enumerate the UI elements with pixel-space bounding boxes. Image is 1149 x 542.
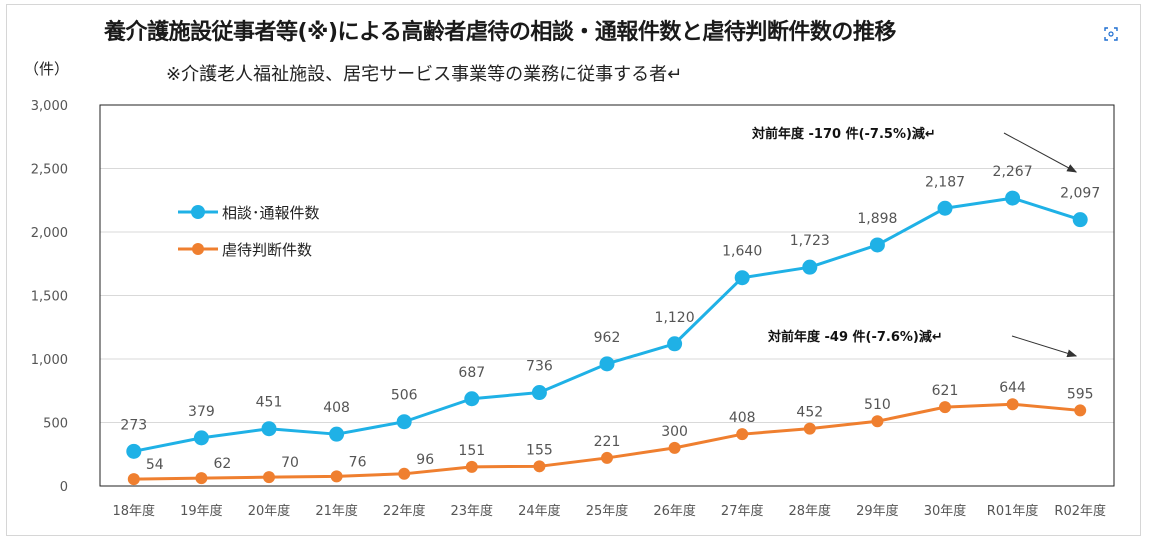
data-label-series2: 70 xyxy=(281,455,299,471)
expand-icon[interactable] xyxy=(1104,27,1118,41)
data-label-series1: 736 xyxy=(526,359,553,375)
data-label-series1: 962 xyxy=(594,330,621,346)
data-point-series1 xyxy=(599,356,615,372)
y-unit-label: （件） xyxy=(24,60,70,78)
data-label-series2: 644 xyxy=(999,380,1026,396)
data-point-series1 xyxy=(802,259,818,275)
data-point-series2 xyxy=(736,428,749,441)
x-tick-label: 25年度 xyxy=(586,503,629,519)
data-label-series2: 54 xyxy=(146,457,164,473)
data-label-series1: 2,267 xyxy=(993,164,1033,180)
data-label-series2: 300 xyxy=(661,424,688,440)
annotation-arrow xyxy=(1011,335,1078,358)
x-tick-label: 26年度 xyxy=(653,503,696,519)
data-point-series1 xyxy=(734,270,750,286)
data-label-series1: 687 xyxy=(458,365,485,381)
data-label-series2: 408 xyxy=(729,410,756,426)
data-label-series2: 452 xyxy=(796,405,823,421)
data-point-series1 xyxy=(1072,212,1088,228)
data-point-series2 xyxy=(195,472,208,485)
data-label-series1: 2,187 xyxy=(925,174,965,190)
legend-label-1: 相談･通報件数 xyxy=(222,204,320,222)
data-point-series1 xyxy=(193,430,209,446)
data-label-series2: 155 xyxy=(526,442,553,458)
data-point-series2 xyxy=(871,415,884,428)
data-label-series1: 1,120 xyxy=(655,310,695,326)
annotation-text: 対前年度 -49 件(-7.6%)減↵ xyxy=(767,329,943,345)
data-point-series1 xyxy=(1005,190,1021,206)
data-point-series2 xyxy=(939,401,951,414)
data-label-series2: 62 xyxy=(213,456,231,472)
data-label-series2: 595 xyxy=(1067,386,1094,402)
y-tick-label: 500 xyxy=(43,417,68,432)
x-tick-label: 28年度 xyxy=(789,503,832,519)
data-point-series1 xyxy=(396,414,412,430)
x-tick-label: 21年度 xyxy=(315,503,358,519)
annotation-arrow xyxy=(1003,132,1078,173)
data-label-series2: 151 xyxy=(458,443,485,459)
data-point-series2 xyxy=(1074,404,1087,417)
data-label-series1: 2,097 xyxy=(1060,186,1100,202)
data-point-series1 xyxy=(937,200,953,216)
data-label-series1: 1,640 xyxy=(722,244,762,260)
chart-subtitle: ※介護老人福祉施設、居宅サービス事業等の業務に従事する者↵ xyxy=(166,64,683,85)
chart-title: 養介護施設従事者等(※)による高齢者虐待の相談・通報件数と虐待判断件数の推移 xyxy=(104,20,896,45)
x-tick-label: 23年度 xyxy=(451,503,494,519)
y-tick-label: 2,500 xyxy=(31,163,68,178)
y-tick-label: 3,000 xyxy=(31,99,68,114)
x-tick-label: 20年度 xyxy=(248,503,291,519)
data-point-series2 xyxy=(803,422,816,435)
annotation-text: 対前年度 -170 件(-7.5%)減↵ xyxy=(751,126,936,142)
data-point-series2 xyxy=(601,451,613,464)
data-point-series2 xyxy=(263,471,275,484)
x-tick-label: 22年度 xyxy=(383,503,426,519)
data-point-series2 xyxy=(465,460,478,473)
data-point-series2 xyxy=(668,441,681,454)
data-label-series1: 1,723 xyxy=(790,233,830,249)
chart-frame xyxy=(6,4,1141,536)
data-label-series2: 510 xyxy=(864,397,891,413)
data-point-series1 xyxy=(667,336,683,352)
data-point-series1 xyxy=(329,426,345,442)
data-point-series2 xyxy=(1006,398,1019,411)
plot-area-border xyxy=(99,104,1115,487)
y-tick-label: 0 xyxy=(60,480,68,495)
data-label-series2: 96 xyxy=(416,452,434,468)
data-point-series1 xyxy=(464,391,480,407)
x-tick-label: R01年度 xyxy=(987,503,1039,519)
legend-label-2: 虐待判断件数 xyxy=(222,241,312,259)
x-tick-label: 18年度 xyxy=(113,503,156,519)
data-point-series1 xyxy=(261,421,277,437)
data-label-series2: 621 xyxy=(932,383,959,399)
series-line-1 xyxy=(133,196,1081,453)
data-label-series2: 76 xyxy=(349,454,367,470)
data-label-series1: 273 xyxy=(120,417,147,433)
data-point-series2 xyxy=(330,470,343,483)
data-label-series1: 451 xyxy=(256,395,283,411)
x-tick-label: 30年度 xyxy=(924,503,967,519)
data-point-series2 xyxy=(127,473,140,486)
x-tick-label: 19年度 xyxy=(180,503,223,519)
y-tick-label: 1,000 xyxy=(31,353,68,368)
y-tick-label: 1,500 xyxy=(31,290,68,305)
x-tick-label: 27年度 xyxy=(721,503,764,519)
x-tick-label: 29年度 xyxy=(856,503,899,519)
data-point-series2 xyxy=(398,467,411,480)
x-tick-label: R02年度 xyxy=(1054,503,1106,519)
data-label-series1: 379 xyxy=(188,404,215,420)
legend-marker-1 xyxy=(191,205,205,219)
x-tick-label: 24年度 xyxy=(518,503,561,519)
data-label-series1: 506 xyxy=(391,388,418,404)
y-tick-label: 2,000 xyxy=(31,226,68,241)
data-point-series1 xyxy=(126,443,142,459)
data-label-series2: 221 xyxy=(594,434,621,450)
data-point-series2 xyxy=(533,460,546,473)
data-point-series1 xyxy=(531,385,547,401)
data-point-series1 xyxy=(869,237,885,253)
data-label-series1: 408 xyxy=(323,400,350,416)
data-label-series1: 1,898 xyxy=(857,211,897,227)
legend-marker-2 xyxy=(192,243,204,255)
